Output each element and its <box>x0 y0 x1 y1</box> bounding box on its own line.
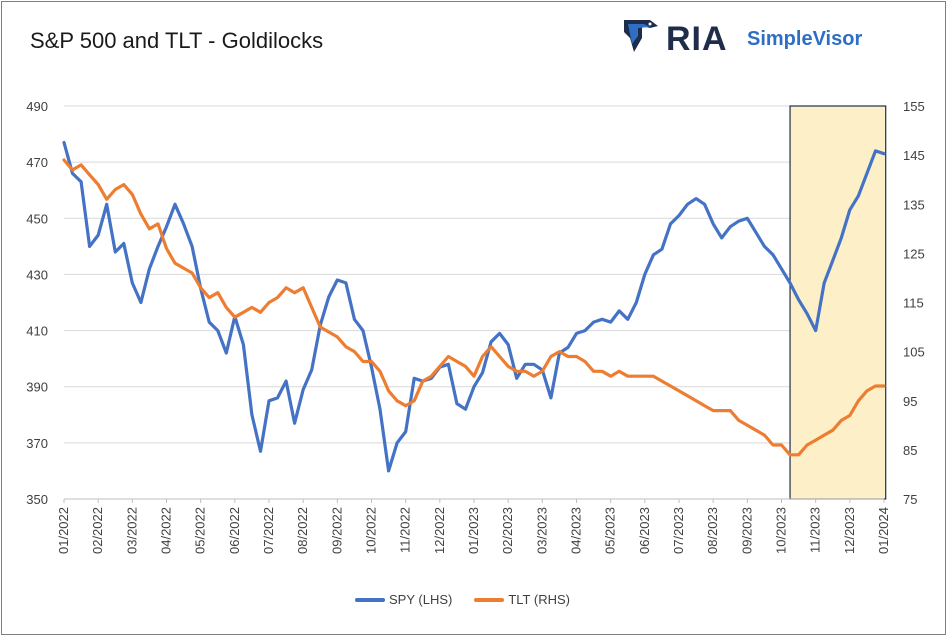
series-lines <box>62 140 886 473</box>
right-tick-label: 145 <box>903 148 925 163</box>
left-tick-label: 410 <box>26 324 48 339</box>
x-tick-label: 09/2022 <box>329 507 344 554</box>
brand-product: SimpleVisor <box>747 28 863 50</box>
x-tick-label: 02/2022 <box>90 507 105 554</box>
right-tick-label: 95 <box>903 394 917 409</box>
legend: SPY (LHS) TLT (RHS) <box>355 592 592 607</box>
x-tick-label: 08/2022 <box>295 507 310 554</box>
left-tick-label: 390 <box>26 380 48 395</box>
brand-name: RIA <box>666 20 728 58</box>
x-tick-label: 01/2024 <box>876 507 891 554</box>
right-tick-label: 85 <box>903 443 917 458</box>
right-tick-label: 125 <box>903 246 925 261</box>
right-tick-label: 155 <box>903 99 925 114</box>
x-tick-label: 09/2023 <box>739 507 754 554</box>
x-tick-label: 03/2023 <box>534 507 549 554</box>
x-axis: 01/2022 02/2022 03/2022 04/2022 05/2022 06/20… <box>56 498 891 554</box>
x-tick-label: 11/2022 <box>398 507 413 553</box>
left-tick-label: 490 <box>26 99 48 114</box>
legend-label-spy: SPY (LHS) <box>389 592 453 607</box>
x-tick-label: 03/2022 <box>124 507 139 554</box>
left-tick-label: 470 <box>26 155 48 170</box>
x-tick-label: 08/2023 <box>705 507 720 554</box>
legend-swatch-tlt <box>474 597 505 602</box>
x-tick-label: 04/2023 <box>569 507 584 554</box>
left-tick-label: 450 <box>26 211 48 226</box>
right-tick-label: 115 <box>903 296 924 311</box>
legend-item-tlt: TLT (RHS) <box>474 592 570 607</box>
right-axis: 75 85 95 105 115 125 135 145 155 <box>903 99 925 507</box>
x-tick-label: 07/2022 <box>261 507 276 554</box>
series-line-spy <box>62 140 886 473</box>
gridlines <box>64 105 884 500</box>
x-tick-label: 01/2022 <box>56 507 71 554</box>
brand-logo: RIA SimpleVisor <box>620 16 920 60</box>
series-line-tlt <box>62 158 886 457</box>
legend-item-spy: SPY (LHS) <box>355 592 452 607</box>
right-tick-label: 135 <box>903 197 925 212</box>
left-tick-label: 370 <box>26 436 48 451</box>
x-tick-label: 06/2023 <box>637 507 652 554</box>
right-tick-label: 105 <box>903 345 925 360</box>
x-tick-label: 10/2022 <box>364 507 379 554</box>
legend-swatch-spy <box>355 597 385 602</box>
x-tick-label: 04/2022 <box>159 507 174 554</box>
x-tick-label: 11/2023 <box>808 507 823 553</box>
eagle-shield-icon <box>624 20 658 52</box>
chart-title: S&P 500 and TLT - Goldilocks <box>30 28 324 53</box>
x-tick-label: 12/2023 <box>842 507 857 554</box>
x-tick-label: 12/2022 <box>432 507 447 554</box>
left-tick-label: 350 <box>26 492 48 507</box>
x-tick-label: 01/2023 <box>466 507 481 554</box>
x-tick-label: 05/2023 <box>603 507 618 554</box>
x-tick-label: 07/2023 <box>671 507 686 554</box>
x-tick-label: 06/2022 <box>227 507 242 554</box>
highlight-region <box>789 105 887 500</box>
x-tick-label: 05/2022 <box>193 507 208 554</box>
left-tick-label: 430 <box>26 267 48 282</box>
x-tick-label: 02/2023 <box>500 507 515 554</box>
right-tick-label: 75 <box>903 492 917 507</box>
x-tick-label: 10/2023 <box>774 507 789 554</box>
legend-label-tlt: TLT (RHS) <box>508 592 570 607</box>
left-axis: 350 370 390 410 430 450 470 490 <box>26 99 48 507</box>
